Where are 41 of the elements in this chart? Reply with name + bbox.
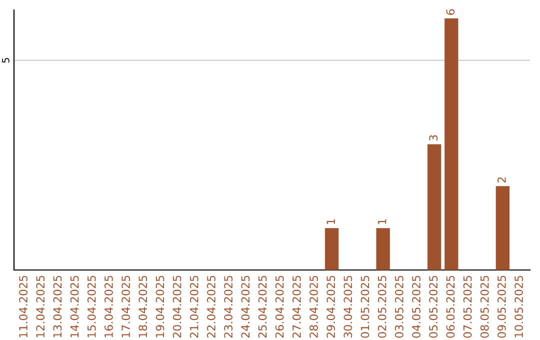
x-tick-label: 05.05.2025: [429, 276, 438, 338]
x-tick-label: 21.04.2025: [190, 276, 198, 338]
x-tick-label: 25.04.2025: [258, 276, 267, 338]
bar: [376, 228, 390, 270]
ref-line-label: 5: [2, 58, 10, 63]
x-tick-label: 28.04.2025: [310, 276, 318, 338]
x-tick-label: 30.04.2025: [344, 276, 352, 338]
x-tick-label: 08.05.2025: [480, 276, 489, 338]
x-tick-label: 06.05.2025: [446, 276, 455, 338]
x-tick-label: 04.05.2025: [412, 276, 420, 338]
x-tick-label: 15.04.2025: [87, 276, 96, 338]
x-tick-label: 13.04.2025: [53, 276, 62, 338]
x-tick-label: 23.04.2025: [224, 276, 233, 338]
x-tick-label: 16.04.2025: [104, 276, 113, 338]
x-tick-label: 02.05.2025: [378, 276, 386, 338]
bar: [496, 186, 510, 270]
bar: [427, 144, 442, 270]
x-tick-label: 18.04.2025: [138, 276, 148, 338]
x-tick-label: 29.04.2025: [326, 276, 336, 338]
x-tick-label: 12.04.2025: [36, 276, 45, 338]
x-tick-label: 07.05.2025: [463, 276, 472, 338]
x-tick-label: 24.04.2025: [241, 276, 250, 338]
bar: [324, 228, 339, 270]
x-tick-label: 20.04.2025: [172, 276, 182, 338]
x-tick-label: 03.05.2025: [394, 276, 404, 338]
data-label: 6: [446, 9, 455, 15]
x-tick-label: 11.04.2025: [19, 276, 28, 338]
data-label: 3: [429, 135, 438, 141]
bar: [444, 18, 458, 270]
x-tick-label: 10.05.2025: [514, 276, 523, 338]
x-tick-label: 14.04.2025: [70, 276, 79, 338]
x-tick-label: 27.04.2025: [292, 276, 301, 338]
x-tick-label: 01.05.2025: [360, 276, 370, 338]
x-tick-label: 19.04.2025: [156, 276, 164, 338]
x-tick-label: 26.04.2025: [275, 276, 284, 338]
data-label: 2: [497, 177, 506, 183]
x-tick-label: 22.04.2025: [207, 276, 216, 338]
x-tick-label: 17.04.2025: [122, 276, 130, 338]
data-label: 1: [378, 219, 386, 224]
x-tick-label: 09.05.2025: [497, 276, 506, 338]
data-label: 1: [326, 219, 335, 224]
